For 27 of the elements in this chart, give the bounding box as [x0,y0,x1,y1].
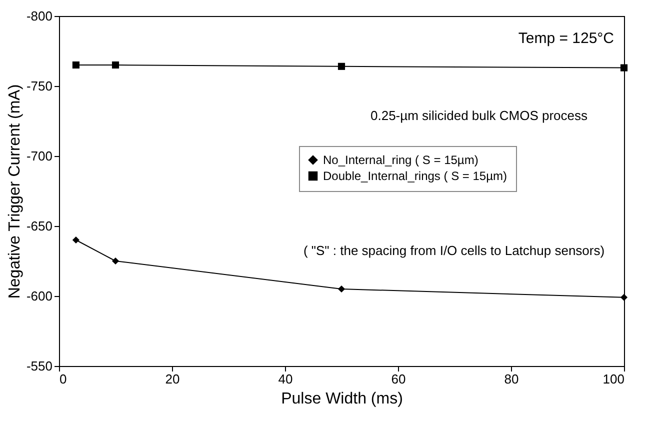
y-tick-label: -700 [26,148,52,164]
point [72,236,80,244]
y-axis-title: Negative Trigger Current (mA) [6,84,24,299]
y-tick-label: -550 [26,358,52,374]
x-tick-label: 20 [165,372,180,386]
y-tick-label: -800 [26,8,52,24]
legend-label: No_Internal_ring ( S = 15µm) [323,153,478,167]
y-tick-label: -600 [26,288,52,304]
annotation: Temp = 125°C [518,30,614,47]
point [338,285,346,293]
point [112,257,120,265]
x-tick-label: 80 [504,372,519,386]
annotation: ( "S" : the spacing from I/O cells to Latchup sensors) [303,243,605,258]
annotation: 0.25-µm silicided bulk CMOS process [370,108,588,123]
x-tick-label: 60 [391,372,406,386]
y-tick-label: -650 [26,218,52,234]
point [620,294,628,301]
point [620,64,628,72]
x-tick-label: 0 [60,372,67,386]
x-tick-label: 100 [602,372,624,386]
x-tick-label: 40 [278,372,293,386]
legend-label: Double_Internal_rings ( S = 15µm) [323,169,508,183]
y-tick-label: -750 [26,78,52,94]
point [338,62,346,70]
x-axis-title: Pulse Width (ms) [281,390,403,408]
point [72,61,80,69]
point [112,61,120,69]
